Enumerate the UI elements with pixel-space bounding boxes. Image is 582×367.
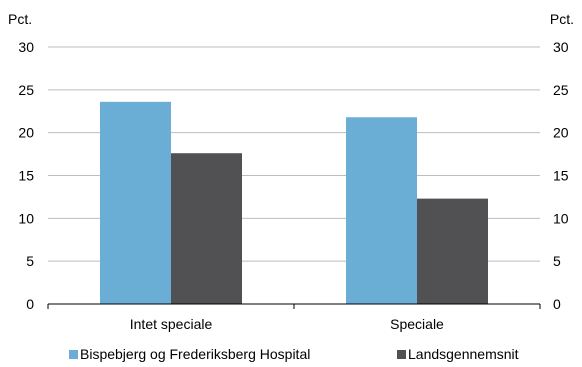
y-axis-unit-right: Pct.: [550, 11, 574, 27]
y-tick-label-left: 15: [18, 168, 34, 184]
y-tick-label-left: 25: [18, 82, 34, 98]
bars: [100, 101, 488, 305]
legend-label: Landsgennemsnit: [408, 346, 519, 362]
y-tick-label-right: 30: [553, 39, 569, 55]
x-category-label: Intet speciale: [130, 316, 213, 332]
y-tick-label-left: 10: [18, 210, 34, 226]
y-tick-label-right: 15: [553, 168, 569, 184]
legend-swatch: [69, 350, 78, 359]
bar: [346, 117, 417, 304]
y-tick-label-left: 5: [26, 253, 34, 269]
y-axis-unit-left: Pct.: [8, 11, 32, 27]
x-category-label: Speciale: [390, 316, 444, 332]
y-tick-label-right: 0: [553, 296, 561, 312]
legend-label: Bispebjerg og Frederiksberg Hospital: [80, 346, 310, 362]
legend-swatch: [397, 350, 406, 359]
bar: [171, 153, 242, 304]
y-axis-left-ticks: 0 5 10 15 20 25 30: [18, 39, 34, 312]
bar: [417, 198, 488, 304]
y-tick-label-left: 0: [26, 296, 34, 312]
y-tick-label-left: 20: [18, 125, 34, 141]
y-tick-label-left: 30: [18, 39, 34, 55]
y-tick-label-right: 20: [553, 125, 569, 141]
x-axis-categories: Intet speciale Speciale: [130, 316, 444, 332]
y-tick-label-right: 25: [553, 82, 569, 98]
bar: [100, 101, 171, 305]
legend: Bispebjerg og Frederiksberg Hospital Land…: [69, 346, 519, 362]
y-axis-right-ticks: 0 5 10 15 20 25 30: [553, 39, 569, 312]
y-tick-label-right: 5: [553, 253, 561, 269]
y-tick-label-right: 10: [553, 210, 569, 226]
